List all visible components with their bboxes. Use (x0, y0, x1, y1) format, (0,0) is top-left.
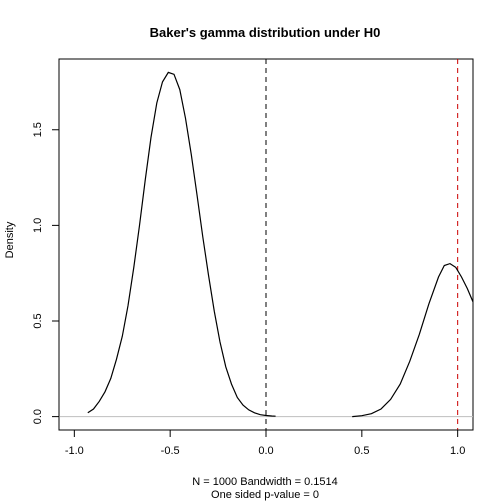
density-curve-1 (352, 262, 474, 418)
chart-title: Baker's gamma distribution under H0 (150, 25, 381, 40)
density-curve-0 (87, 71, 276, 417)
x-tick-label: 0.5 (354, 445, 369, 457)
x-tick-label: -1.0 (65, 445, 84, 457)
y-tick-label: 0.5 (32, 313, 44, 328)
x-tick-label: -0.5 (161, 445, 180, 457)
y-tick-label: 1.5 (32, 122, 44, 137)
subtitle-line-2: One sided p-value = 0 (211, 489, 319, 501)
subtitle-line-1: N = 1000 Bandwidth = 0.1514 (192, 476, 338, 488)
y-axis-label: Density (4, 221, 16, 258)
x-tick-label: 1.0 (450, 445, 465, 457)
x-tick-label: 0.0 (258, 445, 273, 457)
y-tick-label: 1.0 (32, 218, 44, 233)
y-tick-label: 0.0 (32, 409, 44, 424)
